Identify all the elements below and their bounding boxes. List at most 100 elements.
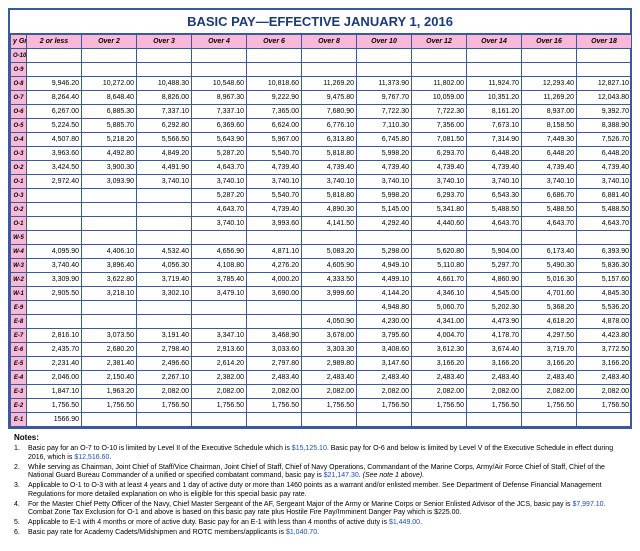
pay-cell: 5,904.00 (467, 245, 522, 259)
pay-cell: 4,346.10 (412, 287, 467, 301)
pay-cell: 3,479.10 (192, 287, 247, 301)
pay-cell: 5,540.70 (247, 147, 302, 161)
pay-cell: 12,827.10 (577, 77, 632, 91)
table-body: O-10O-9O-89,946.2010,272.0010,488.3010,5… (11, 49, 632, 427)
pay-cell: 4,949.10 (357, 259, 412, 273)
grade-cell: O-6 (11, 105, 27, 119)
pay-cell: 5,998.20 (357, 189, 412, 203)
pay-cell (412, 49, 467, 63)
years-header: Over 8 (302, 35, 357, 49)
grade-cell: O-10 (11, 49, 27, 63)
years-header: Over 2 (82, 35, 137, 49)
table-row: O-66,267.006,885.307,337.107,337.107,365… (11, 105, 632, 119)
pay-cell: 2,913.60 (192, 343, 247, 357)
pay-cell (82, 217, 137, 231)
pay-cell: 2,082.00 (302, 385, 357, 399)
pay-cell: 2,972.40 (27, 175, 82, 189)
pay-cell: 7,673.10 (467, 119, 522, 133)
pay-cell: 6,745.80 (357, 133, 412, 147)
pay-cell: 4,050.90 (302, 315, 357, 329)
table-row: W-5 (11, 231, 632, 245)
table-row: W-23,309.903,622.803,719.403,785.404,000… (11, 273, 632, 287)
pay-cell: 4,141.50 (302, 217, 357, 231)
pay-cell: 5,218.20 (82, 133, 137, 147)
pay-cell (27, 217, 82, 231)
pay-cell (27, 231, 82, 245)
pay-cell: 3,303.30 (302, 343, 357, 357)
pay-cell: 2,483.40 (522, 371, 577, 385)
pay-cell (82, 231, 137, 245)
pay-cell: 3,785.40 (192, 273, 247, 287)
grade-cell: E-4 (11, 371, 27, 385)
years-header: Over 18 (577, 35, 632, 49)
note-number: 3. (14, 482, 28, 500)
pay-cell: 4,492.80 (82, 147, 137, 161)
pay-cell: 5,536.20 (577, 301, 632, 315)
table-row: E-62,435.702,680.202,798.402,913.603,033… (11, 343, 632, 357)
pay-cell: 7,314.90 (467, 133, 522, 147)
pay-cell (192, 63, 247, 77)
table-row: O-89,946.2010,272.0010,488.3010,548.6010… (11, 77, 632, 91)
pay-cell: 6,313.80 (302, 133, 357, 147)
pay-cell: 5,488.50 (522, 203, 577, 217)
grade-cell: O-3 (11, 147, 27, 161)
pay-cell: 1,756.50 (522, 399, 577, 413)
pay-cell: 3,612.30 (412, 343, 467, 357)
pay-cell: 3,191.40 (137, 329, 192, 343)
pay-cell: 3,218.10 (82, 287, 137, 301)
grade-cell: O-4 (11, 133, 27, 147)
pay-cell: 5,368.20 (522, 301, 577, 315)
pay-cell: 3,740.10 (412, 175, 467, 189)
table-row: O-13,740.103,993.604,141.504,292.404,440… (11, 217, 632, 231)
pay-cell: 11,924.70 (467, 77, 522, 91)
pay-cell: 2,483.40 (357, 371, 412, 385)
pay-cell: 9,767.70 (357, 91, 412, 105)
pay-cell (137, 203, 192, 217)
pay-cell: 4,643.70 (467, 217, 522, 231)
pay-cell: 3,408.60 (357, 343, 412, 357)
pay-cell: 4,605.90 (302, 259, 357, 273)
pay-cell: 5,836.30 (577, 259, 632, 273)
years-header: Over 12 (412, 35, 467, 49)
pay-cell: 6,293.70 (412, 147, 467, 161)
table-row: O-35,287.205,540.705,818.805,998.206,293… (11, 189, 632, 203)
pay-cell: 3,740.10 (137, 175, 192, 189)
pay-cell (27, 49, 82, 63)
pay-cell: 3,740.10 (302, 175, 357, 189)
pay-cell: 10,059.00 (412, 91, 467, 105)
pay-cell: 5,998.20 (357, 147, 412, 161)
pay-cell: 8,388.90 (577, 119, 632, 133)
grade-cell: O-2 (11, 161, 27, 175)
table-row: E-94,948.805,060.705,202.305,368.205,536… (11, 301, 632, 315)
pay-cell: 4,341.00 (412, 315, 467, 329)
pay-cell: 4,739.40 (247, 161, 302, 175)
pay-cell: 2,231.40 (27, 357, 82, 371)
table-row: O-12,972.403,093.903,740.103,740.103,740… (11, 175, 632, 189)
grade-cell: E-9 (11, 301, 27, 315)
pay-cell: 1566.90 (27, 413, 82, 427)
grade-cell: O-1 (11, 217, 27, 231)
note-number: 4. (14, 501, 28, 519)
pay-cell: 6,393.90 (577, 245, 632, 259)
pay-cell: 4,948.80 (357, 301, 412, 315)
note-item: 6.Basic pay rate for Academy Cadets/Mids… (14, 529, 626, 538)
pay-cell (137, 315, 192, 329)
pay-cell: 6,448.20 (467, 147, 522, 161)
pay-cell: 3,166.20 (412, 357, 467, 371)
pay-cell: 3,678.00 (302, 329, 357, 343)
pay-cell: 7,110.30 (357, 119, 412, 133)
pay-cell: 4,144.20 (357, 287, 412, 301)
note-number: 5. (14, 519, 28, 528)
grade-cell: W-4 (11, 245, 27, 259)
pay-cell (27, 315, 82, 329)
pay-cell (247, 63, 302, 77)
notes-section: Notes: 1.Basic pay for an O-7 to O-10 is… (8, 429, 632, 543)
pay-cell (247, 413, 302, 427)
grade-cell: W-2 (11, 273, 27, 287)
pay-cell: 3,309.90 (27, 273, 82, 287)
pay-cell: 5,016.30 (522, 273, 577, 287)
pay-cell: 5,490.30 (522, 259, 577, 273)
notes-list: 1.Basic pay for an O-7 to O-10 is limite… (14, 445, 626, 538)
pay-cell: 3,740.10 (357, 175, 412, 189)
pay-cell: 4,878.00 (577, 315, 632, 329)
